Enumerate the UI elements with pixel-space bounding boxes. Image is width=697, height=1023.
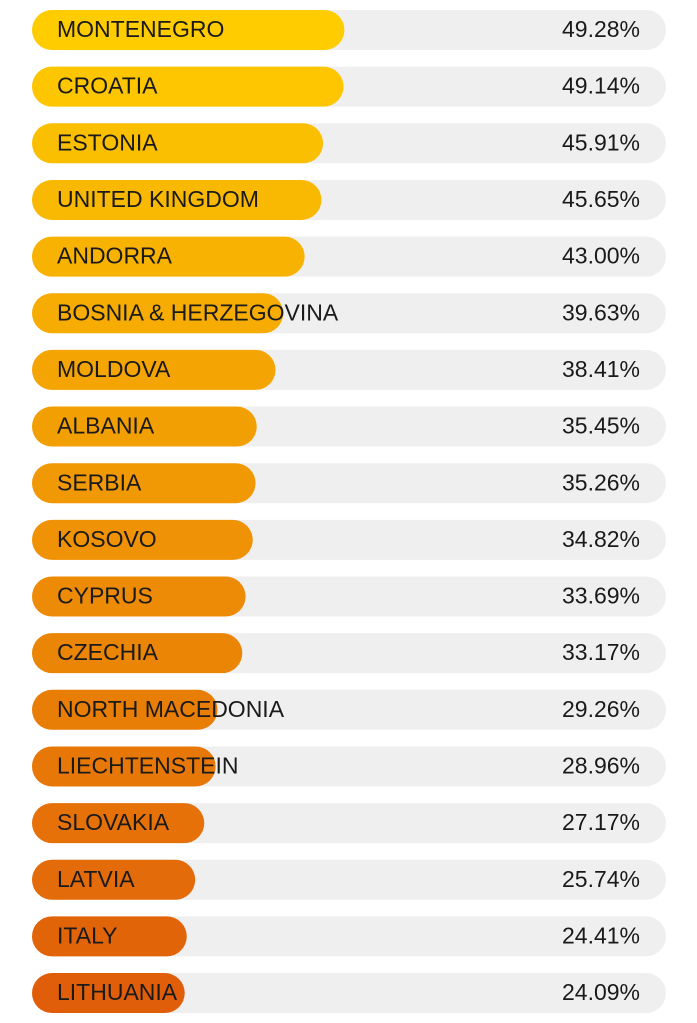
value-label: 35.45% xyxy=(562,413,640,439)
value-label: 34.82% xyxy=(562,526,640,552)
value-label: 45.91% xyxy=(562,129,640,155)
bar xyxy=(32,123,324,164)
bar-track xyxy=(32,916,666,957)
bar xyxy=(32,689,218,730)
bar xyxy=(32,633,243,674)
bar-label: MONTENEGRO xyxy=(57,16,224,42)
bar-label: ALBANIA xyxy=(57,413,155,439)
bar xyxy=(32,463,256,504)
value-label: 35.26% xyxy=(562,469,640,495)
value-label: 39.63% xyxy=(562,299,640,325)
bar-label: ESTONIA xyxy=(57,129,158,155)
bar-label: NORTH MACEDONIA xyxy=(57,696,285,722)
bar xyxy=(32,293,284,334)
value-label: 28.96% xyxy=(562,753,640,779)
bar-label: ITALY xyxy=(57,922,118,948)
bar-label: CYPRUS xyxy=(57,583,153,609)
value-label: 25.74% xyxy=(562,866,640,892)
bar xyxy=(32,576,246,617)
bar-track xyxy=(32,973,666,1014)
bar-label: CZECHIA xyxy=(57,639,159,665)
bar-label: CROATIA xyxy=(57,73,158,99)
value-label: 33.69% xyxy=(562,583,640,609)
value-label: 38.41% xyxy=(562,356,640,382)
value-label: 49.14% xyxy=(562,73,640,99)
value-label: 33.17% xyxy=(562,639,640,665)
bar-label: LIECHTENSTEIN xyxy=(57,753,238,779)
bar-label: LATVIA xyxy=(57,866,135,892)
bar-label: LITHUANIA xyxy=(57,979,178,1005)
bar xyxy=(32,803,205,844)
bar xyxy=(32,10,345,50)
bar-label: SERBIA xyxy=(57,469,142,495)
bar-label: UNITED KINGDOM xyxy=(57,186,259,212)
bar xyxy=(32,66,344,107)
bar xyxy=(32,859,196,900)
bar-label: SLOVAKIA xyxy=(57,809,170,835)
value-label: 43.00% xyxy=(562,243,640,269)
bar xyxy=(32,179,322,220)
bar xyxy=(32,973,185,1014)
bar xyxy=(32,406,257,447)
bar-label: BOSNIA & HERZEGOVINA xyxy=(57,299,339,325)
bar xyxy=(32,916,187,957)
bar-label: ANDORRA xyxy=(57,243,173,269)
bar-label: KOSOVO xyxy=(57,526,157,552)
bar xyxy=(32,519,253,560)
value-label: 45.65% xyxy=(562,186,640,212)
value-label: 24.41% xyxy=(562,922,640,948)
value-label: 49.28% xyxy=(562,16,640,42)
value-label: 24.09% xyxy=(562,979,640,1005)
bar-label: MOLDOVA xyxy=(57,356,171,382)
bar xyxy=(32,746,216,787)
value-label: 27.17% xyxy=(562,809,640,835)
bar xyxy=(32,349,276,390)
value-label: 29.26% xyxy=(562,696,640,722)
bar xyxy=(32,236,305,277)
